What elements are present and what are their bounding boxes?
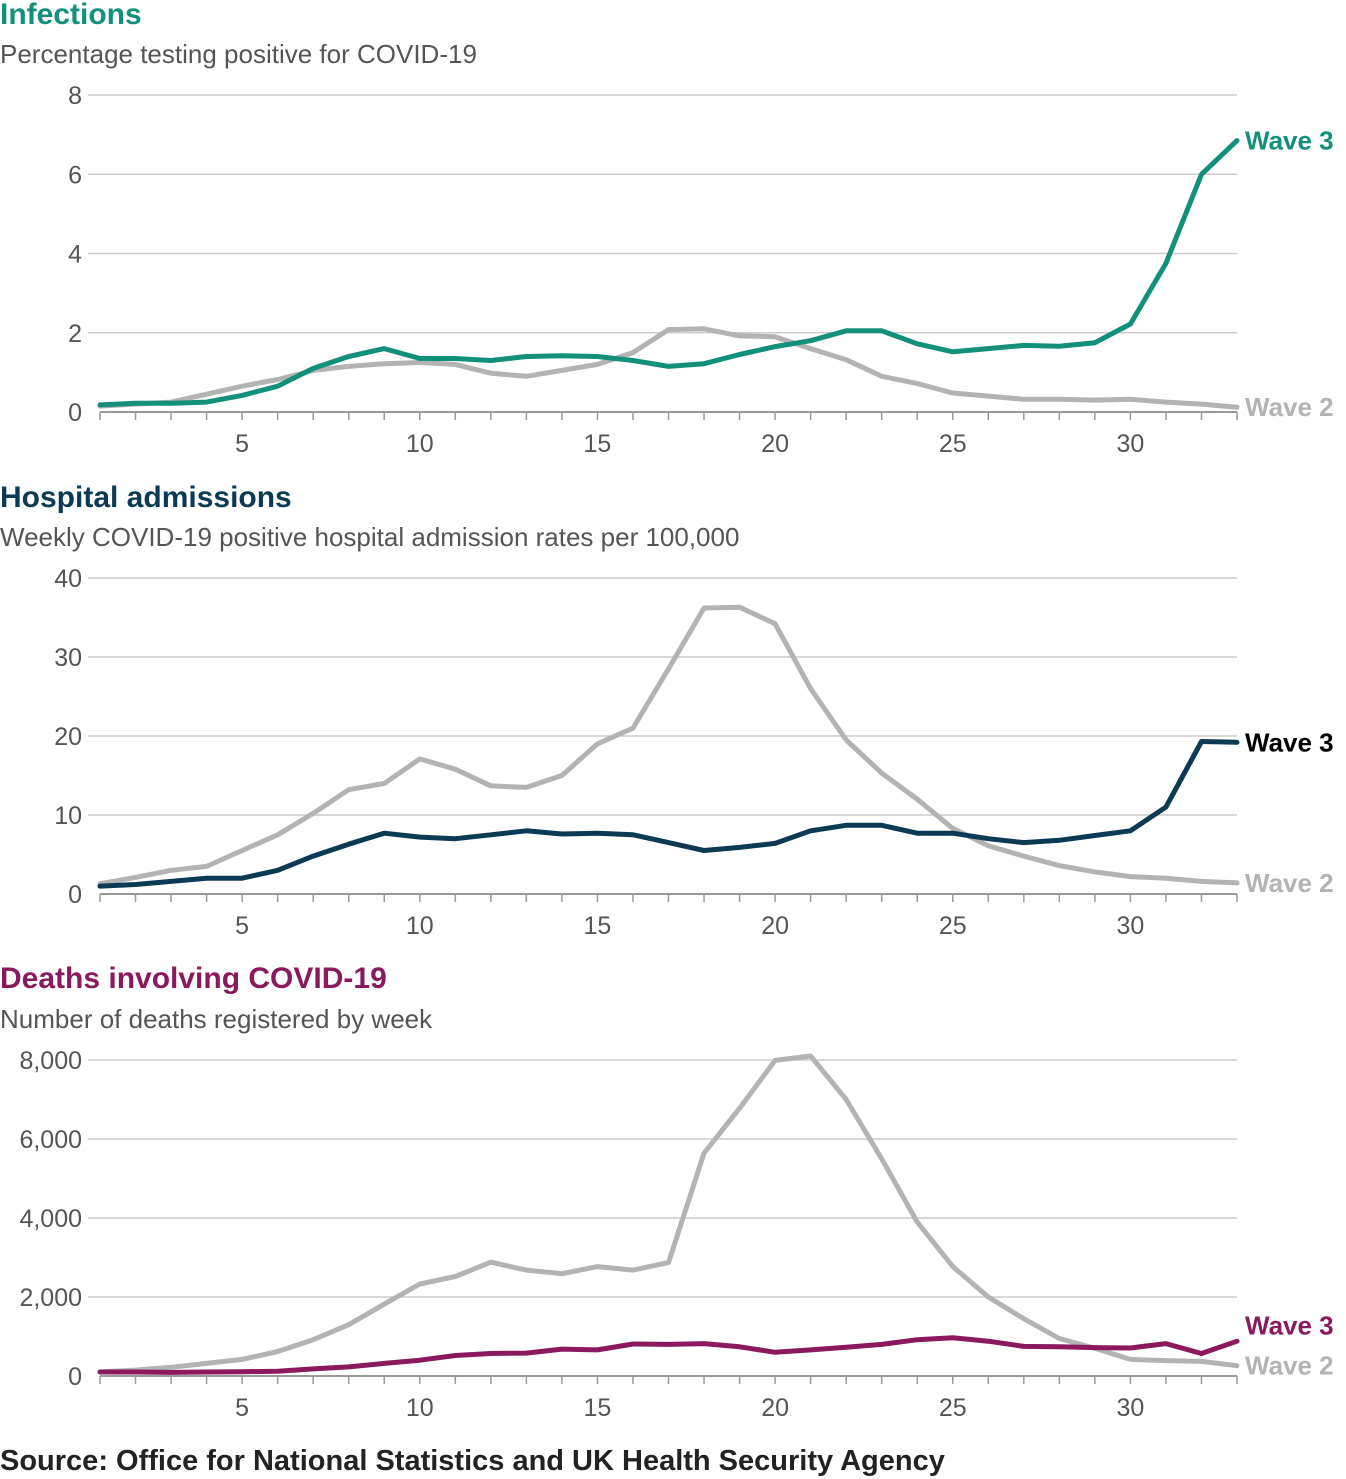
- infections-wave-3-line: [97, 138, 1240, 408]
- hospital-admissions-subtitle: Weekly COVID-19 positive hospital admiss…: [0, 522, 739, 552]
- deaths-subtitle: Number of deaths registered by week: [0, 1004, 433, 1034]
- hospital-admissions-x-tick-label: 25: [939, 912, 967, 940]
- infections-subtitle: Percentage testing positive for COVID-19: [0, 39, 477, 69]
- deaths-x-tick-label: 5: [235, 1394, 249, 1422]
- hospital-admissions-x-tick-label: 15: [584, 912, 612, 940]
- infections-x-tick-label: 25: [939, 430, 967, 458]
- deaths-wave-3-line: [97, 1335, 1240, 1375]
- hospital-admissions-wave-2-line: [97, 604, 1240, 887]
- deaths-x-tick-label: 30: [1117, 1394, 1145, 1422]
- hospital-admissions-x-tick-label: 10: [406, 912, 434, 940]
- infections-y-tick-label: 6: [68, 161, 82, 189]
- infections-x-tick-label: 5: [235, 430, 249, 458]
- hospital-admissions-y-tick-label: 30: [54, 644, 82, 672]
- infections-y-tick-label: 4: [68, 241, 82, 269]
- infections-y-tick-label: 2: [68, 320, 82, 348]
- hospital-admissions-wave3-label: Wave 3: [1245, 727, 1334, 757]
- infections-x-tick-label: 15: [584, 430, 612, 458]
- infections-x-tick-label: 30: [1117, 430, 1145, 458]
- infections-x-tick-label: 20: [761, 430, 789, 458]
- infections-y-tick-label: 0: [68, 399, 82, 427]
- infections-panel: Infections Percentage testing positive fo…: [0, 0, 1334, 458]
- hospital-admissions-x-tick-label: 20: [761, 912, 789, 940]
- hospital-admissions-wave-3-line: [97, 739, 1240, 889]
- hospital-admissions-y-tick-label: 10: [54, 802, 82, 830]
- deaths-y-tick-label: 8,000: [19, 1047, 82, 1075]
- hospital-admissions-title: Hospital admissions: [0, 481, 292, 514]
- infections-title: Infections: [0, 0, 142, 31]
- deaths-y-tick-label: 4,000: [19, 1205, 82, 1233]
- infections-y-tick-label: 8: [68, 82, 82, 110]
- infections-x-tick-label: 10: [406, 430, 434, 458]
- deaths-y-tick-label: 0: [68, 1363, 82, 1391]
- deaths-wave3-label: Wave 3: [1245, 1311, 1334, 1341]
- deaths-y-tick-label: 6,000: [19, 1126, 82, 1154]
- infections-wave3-label: Wave 3: [1245, 126, 1334, 156]
- hospital-admissions-wave2-label: Wave 2: [1245, 868, 1334, 898]
- hospital-admissions-y-tick-label: 40: [54, 565, 82, 593]
- deaths-x-tick-label: 20: [761, 1394, 789, 1422]
- hospital-admissions-panel: Hospital admissions Weekly COVID-19 posit…: [0, 481, 1334, 940]
- deaths-panel: Deaths involving COVID-19 Number of death…: [0, 962, 1334, 1422]
- deaths-y-tick-label: 2,000: [19, 1284, 82, 1312]
- deaths-wave-2-line: [97, 1053, 1240, 1375]
- infections-wave-2-line: [97, 326, 1240, 410]
- deaths-x-tick-label: 15: [584, 1394, 612, 1422]
- infections-wave2-label: Wave 2: [1245, 392, 1334, 422]
- hospital-admissions-x-tick-label: 30: [1117, 912, 1145, 940]
- deaths-wave2-label: Wave 2: [1245, 1351, 1334, 1381]
- deaths-x-tick-label: 10: [406, 1394, 434, 1422]
- hospital-admissions-y-tick-label: 0: [68, 881, 82, 909]
- hospital-admissions-y-tick-label: 20: [54, 723, 82, 751]
- deaths-x-tick-label: 25: [939, 1394, 967, 1422]
- source-note: Source: Office for National Statistics a…: [0, 1445, 945, 1477]
- hospital-admissions-x-tick-label: 5: [235, 912, 249, 940]
- deaths-title: Deaths involving COVID-19: [0, 962, 387, 995]
